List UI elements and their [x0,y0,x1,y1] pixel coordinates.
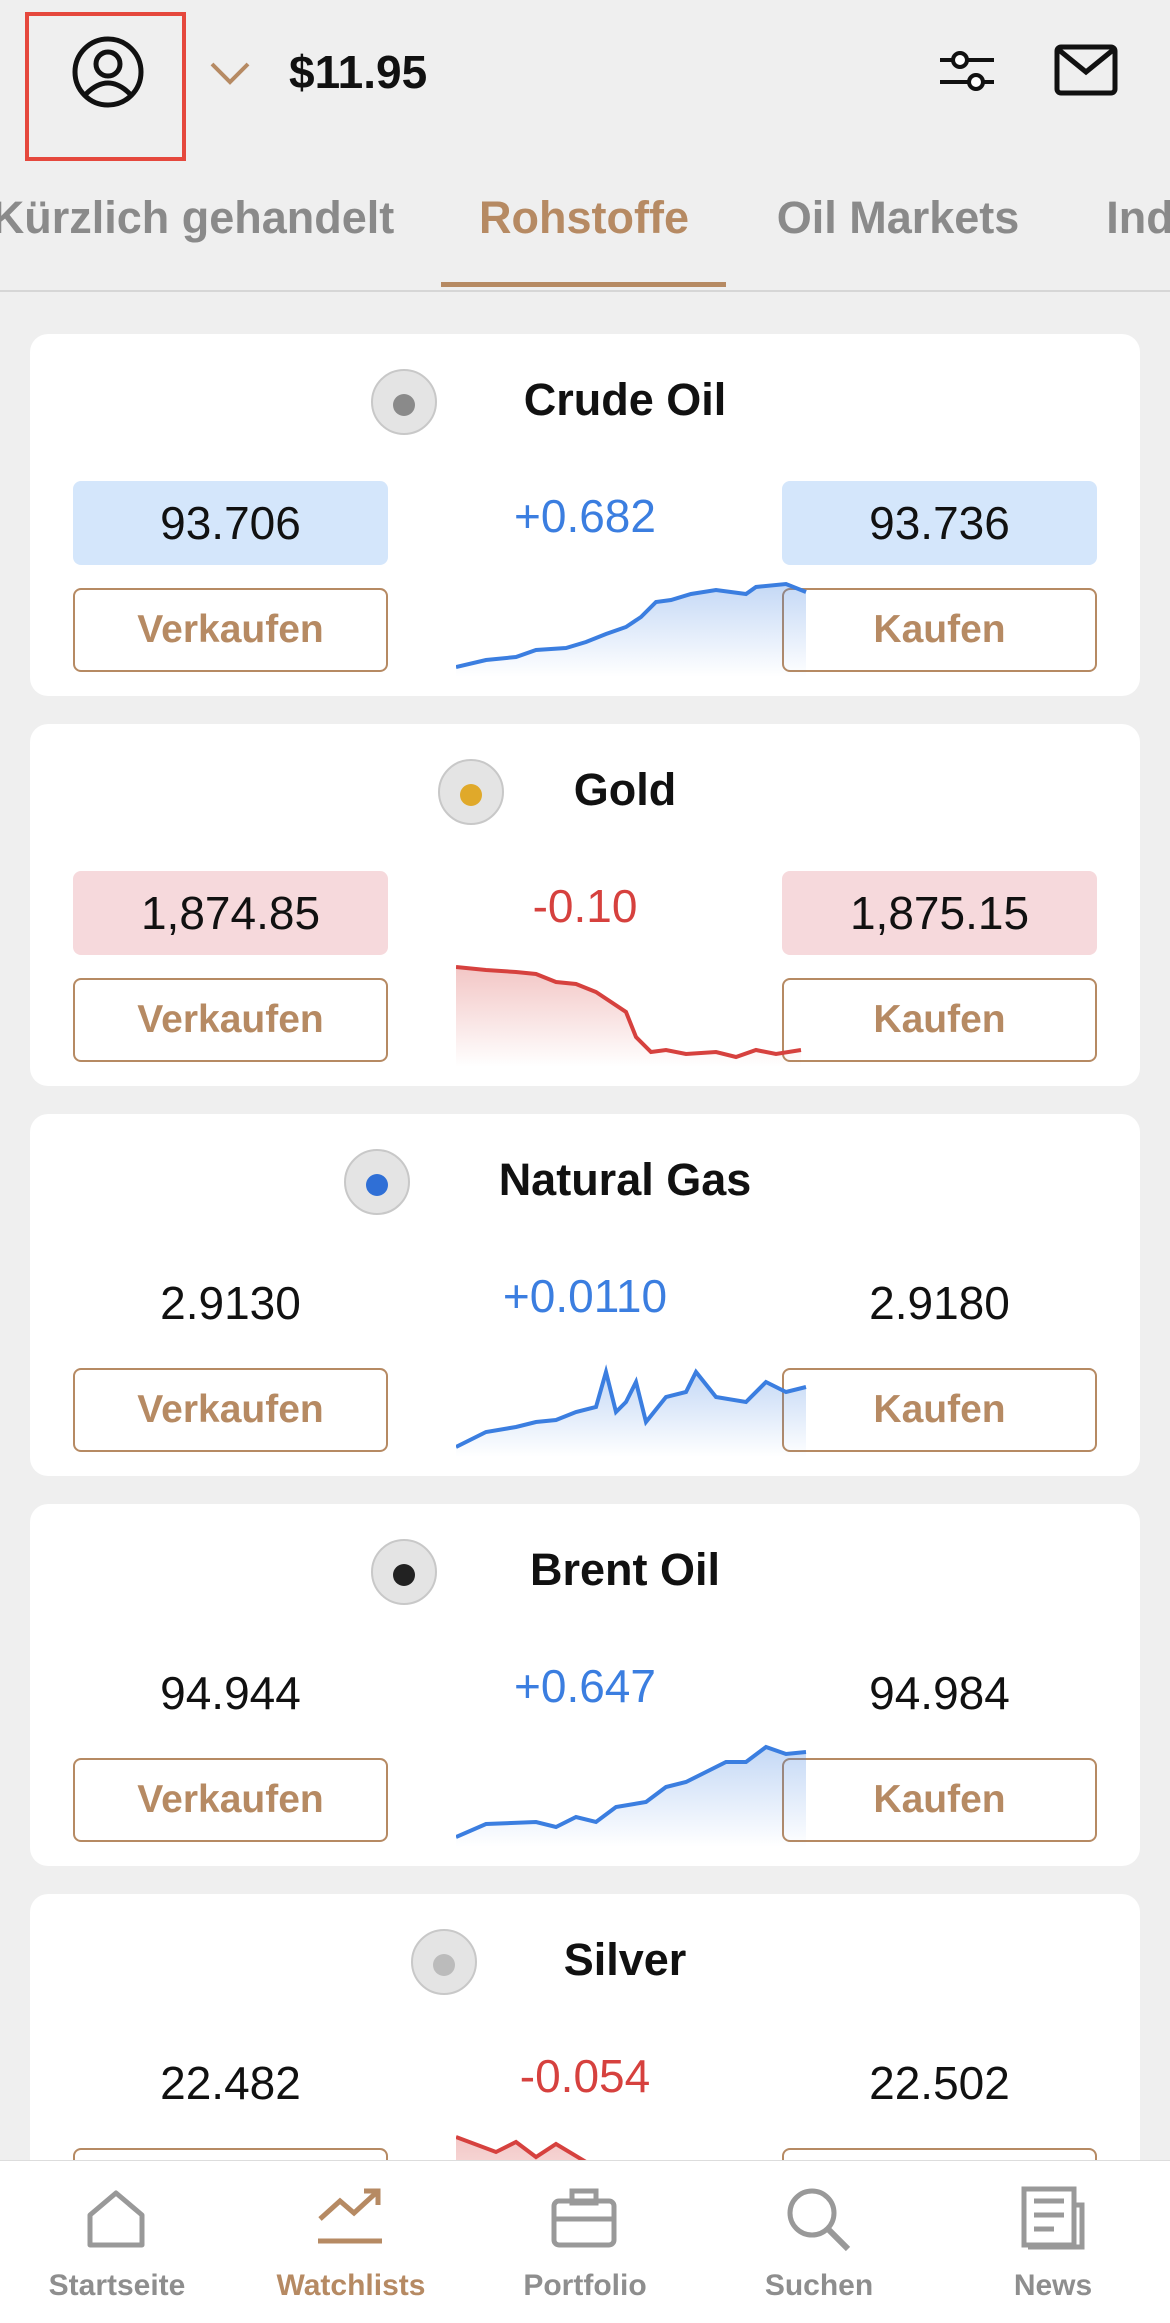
buy-button[interactable]: Kaufen [782,1758,1097,1842]
change: +0.682 [514,490,656,542]
sell-button[interactable]: Verkaufen [73,1758,388,1842]
card: Natural Gas 2.9130 2.9180 +0.0110 Verkaufen K… [30,1114,1140,1476]
buy-button[interactable]: Kaufen [782,588,1097,672]
balance: $11.95 [289,46,428,98]
highlight-box [25,12,186,161]
sparkline [456,581,807,677]
card: Silver 22.482 22.502 -0.054 Verkaufen Kaufen [30,1894,1140,2160]
header: $11.95 Kürzlich gehandelt Rohstoffe Oil Ma… [0,0,1170,292]
commodity-icon [438,759,504,825]
change: -0.054 [519,2050,651,2102]
commodity-icon [343,1149,410,1215]
buy-button[interactable]: Kaufen [782,978,1097,1062]
bottom-nav: Startseite Watchlists Portfolio Suchen News [0,2160,1170,2323]
nav-label[interactable]: Suchen [764,2269,874,2302]
change: -0.10 [532,880,638,932]
commodity-icon [370,369,437,435]
sell-price: 22.482 [160,2057,301,2109]
sell-button[interactable]: Verkaufen [73,1368,388,1452]
nav-icon[interactable] [316,2185,386,2255]
sell-button[interactable]: Verkaufen [73,588,388,672]
buy-button[interactable]: Kaufen [782,2148,1097,2160]
card: Brent Oil 94.944 94.984 +0.647 Verkaufen Kauf… [30,1504,1140,1866]
commodity-icon [370,1539,437,1605]
profile-icon[interactable] [70,34,146,110]
tab[interactable]: Kürzlich gehandelt [0,192,395,243]
sell-button[interactable]: Verkaufen [73,2148,388,2160]
buy-price: 22.502 [869,2057,1010,2109]
card: Crude Oil 93.706 93.736 +0.682 Verkaufen Kauf… [30,334,1140,696]
card-title: Gold [573,764,677,815]
buy-price: 1,875.15 [782,871,1097,955]
tab[interactable]: Oil Markets [776,192,1020,243]
sell-price: 94.944 [160,1667,301,1719]
buy-price: 94.984 [869,1667,1010,1719]
change: +0.647 [514,1660,656,1712]
sell-price: 2.9130 [160,1277,301,1329]
sparkline [456,965,802,1067]
tab[interactable]: Rohstoffe [479,192,689,243]
filter-icon[interactable] [938,48,996,94]
change: +0.0110 [502,1270,668,1322]
nav-label[interactable]: Startseite [48,2269,186,2302]
nav-icon[interactable] [784,2185,854,2255]
list: Crude Oil 93.706 93.736 +0.682 Verkaufen Kauf… [0,291,1170,2160]
buy-button[interactable]: Kaufen [782,1368,1097,1452]
sell-button[interactable]: Verkaufen [73,978,388,1062]
mail-icon[interactable] [1054,44,1118,96]
card: Gold 1,874.85 1,875.15 -0.10 Verkaufen Kaufen [30,724,1140,1086]
card-title: Crude Oil [523,374,727,425]
chevron[interactable] [208,60,252,86]
commodity-icon [411,1929,477,1995]
sell-price: 1,874.85 [73,871,388,955]
sparkline [456,2135,587,2160]
card-title: Brent Oil [529,1544,721,1595]
nav-label[interactable]: Portfolio [523,2269,647,2302]
tab[interactable]: Ind [1106,192,1170,243]
nav-label[interactable]: Watchlists [276,2269,426,2302]
nav-label[interactable]: News [1013,2269,1093,2302]
buy-price: 93.736 [782,481,1097,565]
sell-price: 93.706 [73,481,388,565]
nav-icon[interactable] [1018,2185,1088,2255]
card-title: Silver [563,1934,687,1985]
sparkline [456,1364,807,1457]
nav-icon[interactable] [82,2185,152,2255]
nav-icon[interactable] [550,2185,620,2255]
card-title: Natural Gas [498,1154,752,1205]
buy-price: 2.9180 [869,1277,1010,1329]
sparkline [456,1744,807,1847]
tab-underline [441,282,726,287]
